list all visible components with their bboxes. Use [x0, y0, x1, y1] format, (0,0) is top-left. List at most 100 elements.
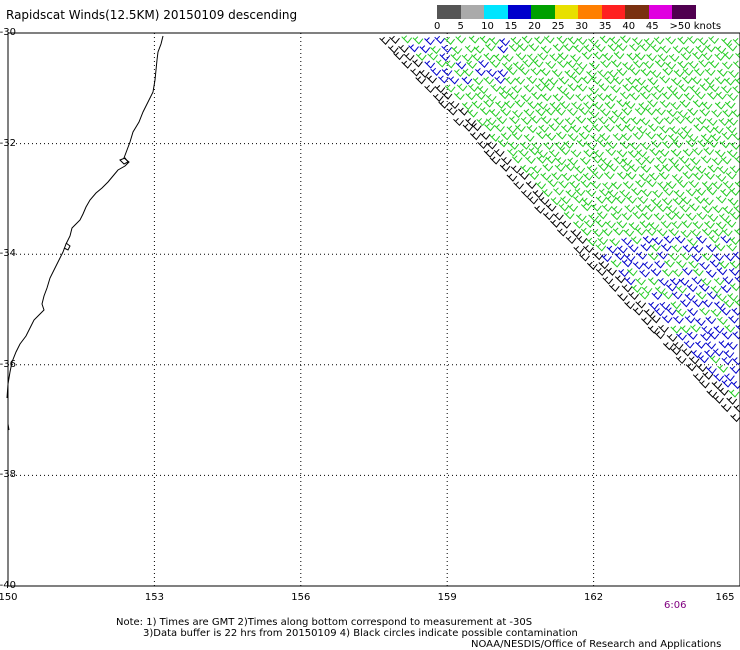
wind-barb — [713, 395, 724, 404]
wind-barb — [623, 228, 635, 237]
wind-barb — [729, 283, 740, 292]
wind-barb — [500, 108, 511, 117]
wind-barb — [632, 261, 644, 270]
wind-barb — [681, 348, 693, 357]
wind-barb — [517, 43, 529, 52]
wind-barb — [412, 59, 423, 68]
wind-barb — [609, 238, 621, 247]
wind-barb — [729, 260, 740, 269]
wind-barb — [727, 117, 739, 126]
wind-barb — [579, 253, 590, 262]
wind-barb — [523, 133, 535, 142]
wind-barb — [680, 299, 691, 308]
wind-barb — [559, 147, 571, 156]
wind-barb — [707, 139, 719, 148]
legend-swatch — [648, 5, 673, 19]
wind-barb — [581, 76, 592, 85]
legend-label: 20 — [528, 21, 541, 32]
wind-barb — [734, 228, 740, 236]
wind-barb — [458, 107, 469, 116]
wind-barb — [661, 197, 673, 206]
wind-barb — [671, 220, 682, 230]
wind-barb — [721, 85, 732, 94]
legend-swatch — [625, 5, 650, 19]
wind-barb — [605, 195, 617, 204]
wind-barb — [398, 44, 409, 53]
wind-barb — [692, 268, 704, 277]
wind-barb — [619, 91, 631, 100]
wind-barb — [684, 163, 696, 172]
wind-barb — [732, 85, 740, 94]
wind-barb — [536, 155, 548, 164]
wind-barb — [418, 69, 430, 78]
wind-barb — [588, 109, 600, 119]
wind-barb — [653, 116, 664, 125]
wind-barb — [626, 52, 638, 61]
legend-label: 35 — [598, 21, 612, 32]
wind-barb — [415, 52, 427, 61]
wind-barb — [497, 45, 509, 54]
wind-barb — [729, 187, 740, 196]
wind-barb — [659, 75, 671, 84]
legend-label: 45 — [645, 21, 659, 32]
wind-barb — [472, 77, 484, 86]
wind-barb — [654, 59, 666, 68]
wind-barb — [379, 36, 390, 45]
wind-barb — [720, 235, 732, 244]
wind-barb — [501, 156, 512, 166]
wind-barb — [540, 93, 552, 102]
wind-barb — [653, 84, 665, 93]
wind-barb — [681, 75, 693, 84]
wind-barb — [714, 52, 726, 61]
wind-barb — [706, 366, 717, 375]
wind-barb — [673, 315, 684, 324]
wind-barb — [650, 243, 661, 252]
wind-barb — [657, 251, 668, 260]
wind-barb — [528, 43, 540, 52]
wind-barb — [693, 68, 705, 77]
wind-barb — [670, 101, 682, 111]
wind-barb — [666, 85, 678, 94]
wind-barb — [700, 155, 712, 164]
wind-barb — [552, 43, 564, 52]
wind-barb — [566, 60, 577, 69]
wind-barb — [672, 341, 684, 351]
wind-barb — [598, 188, 610, 197]
wind-barb — [560, 196, 571, 205]
wind-barb — [599, 35, 611, 44]
wind-barb — [489, 37, 501, 46]
wind-barb — [538, 197, 550, 206]
wind-barb — [614, 252, 626, 261]
wind-barb — [616, 245, 628, 254]
wind-barb — [628, 291, 639, 301]
wind-barb — [469, 132, 481, 141]
wind-barb — [645, 204, 656, 213]
wind-barb — [589, 61, 600, 70]
wind-barb — [579, 156, 591, 165]
latitude-label: -36 — [0, 358, 16, 370]
wind-barb — [616, 43, 628, 52]
wind-barb — [540, 45, 552, 54]
wind-barb — [610, 259, 622, 268]
wind-barb — [595, 219, 607, 228]
wind-barb — [600, 157, 612, 166]
wind-barb — [716, 293, 727, 302]
wind-barb — [661, 91, 673, 100]
wind-barb — [621, 212, 633, 221]
wind-barb — [696, 364, 708, 373]
wind-barb — [543, 35, 555, 44]
wind-barb — [632, 131, 644, 141]
wind-barb — [670, 347, 682, 356]
wind-barb — [684, 115, 696, 124]
wind-barb — [692, 147, 703, 156]
wind-barb — [586, 165, 598, 174]
wind-barb — [478, 59, 489, 68]
wind-barb — [549, 53, 561, 62]
wind-barb — [716, 91, 727, 100]
wind-barb — [485, 117, 497, 126]
wind-barb — [724, 373, 735, 382]
wind-barb — [451, 46, 463, 55]
wind-barb — [574, 165, 586, 174]
wind-barb — [692, 172, 704, 181]
wind-barb — [732, 251, 740, 260]
